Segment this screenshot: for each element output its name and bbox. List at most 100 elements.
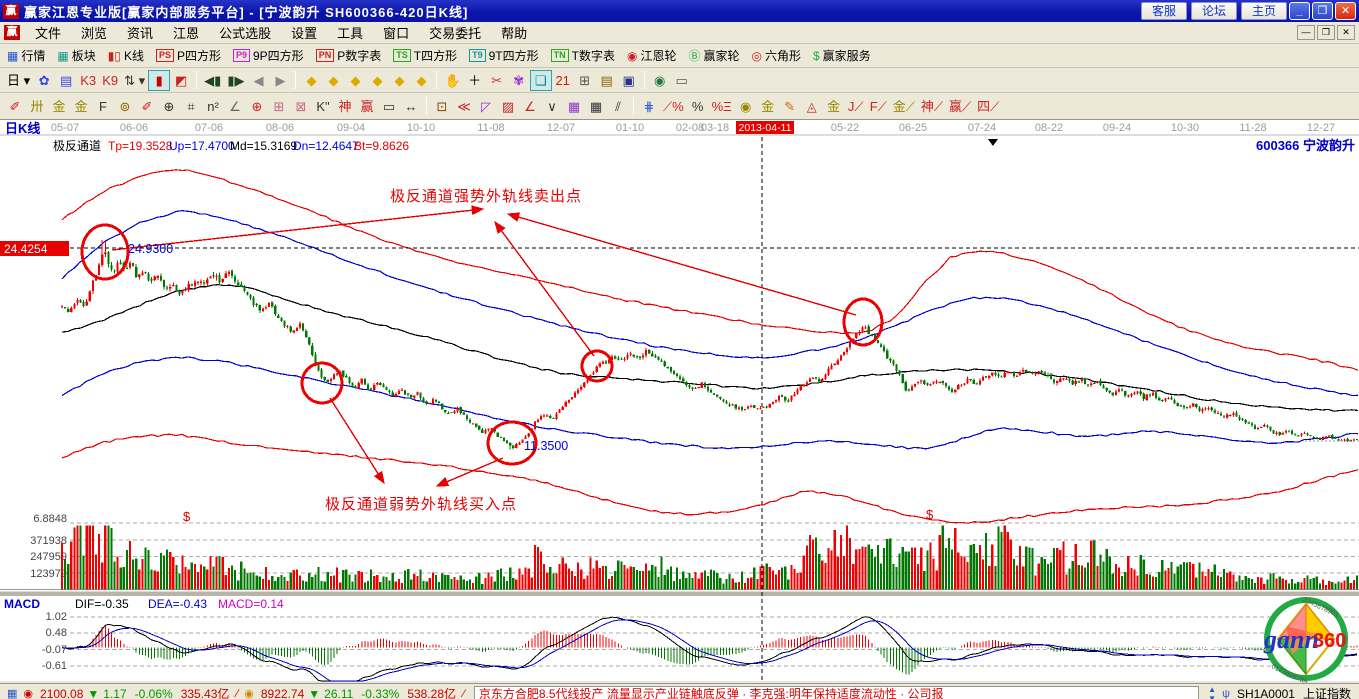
menu-item-3[interactable]: 江恩 xyxy=(173,26,200,41)
shen-slash-icon[interactable]: 神⟋ xyxy=(920,98,943,114)
first-page-icon[interactable]: ◀▮ xyxy=(204,72,222,88)
fan-lines-icon[interactable]: ≪ xyxy=(457,98,471,114)
forum-button[interactable]: 论坛 xyxy=(1190,2,1237,20)
gann-diamond-cross-icon[interactable]: ◆ xyxy=(416,72,427,88)
toolbar-item-kline[interactable]: ▮▯ K线 xyxy=(105,46,147,65)
grid-black-icon[interactable]: ▦ xyxy=(589,98,603,114)
ruler-icon[interactable]: ▭ xyxy=(382,98,396,114)
cut-tool-icon[interactable]: ✂ xyxy=(491,72,503,88)
symbol-label[interactable]: 600366 宁波韵升 xyxy=(1256,138,1355,153)
circle-cycle-icon[interactable]: ⊕ xyxy=(163,98,175,114)
period-label[interactable]: 日K线 xyxy=(5,121,40,136)
toolbar-item-winner-service[interactable]: $ 赢家服务 xyxy=(810,46,874,65)
statusbar-index-name[interactable]: 上证指数 xyxy=(1302,687,1351,699)
save-icon[interactable]: ▣ xyxy=(622,72,635,88)
kline-chart[interactable]: 日K线 05-07 06-06 07-06 08-06 09-04 10-10 11-08 12… xyxy=(0,120,1359,683)
percent-strike-icon[interactable]: ⟋% xyxy=(663,98,684,114)
menu-item-5[interactable]: 设置 xyxy=(291,26,318,41)
toolbar-item-9p-square[interactable]: P9 9P四方形 xyxy=(230,46,307,65)
menu-item-7[interactable]: 窗口 xyxy=(383,26,410,41)
gann-diamond-left-icon[interactable]: ◆ xyxy=(306,72,317,88)
homepage-button[interactable]: 主页 xyxy=(1240,2,1287,20)
gold-circle-icon[interactable]: ◉ xyxy=(740,98,752,114)
ying-fence-icon[interactable]: 赢 xyxy=(360,98,374,114)
child-minimize-button[interactable]: — xyxy=(1297,25,1315,40)
a-box-icon[interactable]: ◬ xyxy=(806,98,817,114)
ticker-spinner-icon[interactable]: ▲ ▼ xyxy=(1208,684,1217,699)
customer-service-button[interactable]: 客服 xyxy=(1140,2,1187,20)
f-slash-icon[interactable]: F⟋ xyxy=(869,98,887,114)
zigzag-icon[interactable]: ∨ xyxy=(547,98,557,114)
red-target-icon[interactable]: ⊕ xyxy=(251,98,263,114)
next-icon[interactable]: ▶ xyxy=(275,72,286,88)
toolbar-item-hexagon[interactable]: ◎ 六角形 xyxy=(748,46,804,65)
menu-item-1[interactable]: 浏览 xyxy=(81,26,108,41)
hand-tool-icon[interactable]: ✋ xyxy=(444,72,461,88)
gann-diamond-star-icon[interactable]: ◆ xyxy=(394,72,405,88)
angle-red-icon[interactable]: ∠ xyxy=(524,98,536,114)
candle-mode-icon[interactable]: ▮ xyxy=(148,69,171,91)
grid-box-icon[interactable]: ⊞ xyxy=(273,98,285,114)
menu-item-8[interactable]: 交易委托 xyxy=(429,26,482,41)
toolbar-item-t-square[interactable]: TS T四方形 xyxy=(390,46,460,65)
n2-icon[interactable]: n² xyxy=(207,98,219,114)
fan-box-icon[interactable]: ◸ xyxy=(481,98,491,114)
toolbar-item-quotes[interactable]: ▦ 行情 xyxy=(4,46,48,65)
menu-item-0[interactable]: 文件 xyxy=(35,26,62,41)
toolbar-item-p-square[interactable]: PS P四方形 xyxy=(153,46,224,65)
child-close-button[interactable]: ✕ xyxy=(1337,25,1355,40)
single-bar-dropdown[interactable]: ⇅ ▾ xyxy=(124,72,146,88)
print-icon[interactable]: ▭ xyxy=(675,72,688,88)
period-day-dropdown[interactable]: 日 ▾ xyxy=(7,72,31,88)
menu-item-2[interactable]: 资讯 xyxy=(127,26,154,41)
brush-tool-icon[interactable]: ✐ xyxy=(9,98,21,114)
menu-item-9[interactable]: 帮助 xyxy=(501,26,528,41)
gann-diamond-x-icon[interactable]: ◆ xyxy=(372,72,383,88)
calculator-icon[interactable]: ⊞ xyxy=(579,72,591,88)
spiral-icon[interactable]: ⊚ xyxy=(119,98,131,114)
gann-diamond-right-icon[interactable]: ◆ xyxy=(328,72,339,88)
favorite-icon[interactable]: ✿ xyxy=(38,72,50,88)
toolbar-item-sectors[interactable]: ▦ 板块 xyxy=(54,46,98,65)
statusbar-index-code[interactable]: SH1A0001 xyxy=(1236,686,1295,699)
j-slash-icon[interactable]: J⟋ xyxy=(847,98,864,114)
gold-grid-1-icon[interactable]: 金 xyxy=(52,98,66,114)
kline-9-icon[interactable]: K9 xyxy=(102,72,119,88)
ying-slash-icon[interactable]: 赢⟋ xyxy=(948,98,972,114)
net-save-icon[interactable]: ◉ xyxy=(654,72,666,88)
tick-chart-icon[interactable]: ◩ xyxy=(175,72,188,88)
event-marker-icon[interactable] xyxy=(988,139,998,146)
news-ticker[interactable]: 京东方合肥8.5代线投产 流量显示产业链触底反弹 · 李克强:明年保持适度流动性… xyxy=(473,685,1200,699)
chart-area[interactable]: 日K线 05-07 06-06 07-06 08-06 09-04 10-10 11-08 12… xyxy=(0,120,1359,683)
toolbar-item-gann-wheel[interactable]: ◉ 江恩轮 xyxy=(624,46,680,65)
gann-fence-icon[interactable]: 卅 xyxy=(30,98,44,114)
notes-icon[interactable]: ▤ xyxy=(600,72,613,88)
angle-icon[interactable]: ∠ xyxy=(229,98,241,114)
grid-purple-icon[interactable]: ▦ xyxy=(567,98,581,114)
gold-grid-2-icon[interactable]: 金 xyxy=(74,98,88,114)
menu-item-6[interactable]: 工具 xyxy=(337,26,364,41)
gold-slash-icon[interactable]: 金⟋ xyxy=(892,98,915,114)
red-brush-icon[interactable]: ✐ xyxy=(141,98,153,114)
minimize-button[interactable]: _ xyxy=(1289,2,1310,20)
gold-box-icon[interactable]: 金 xyxy=(827,98,841,114)
slashes-icon[interactable]: ⫽ xyxy=(615,98,621,114)
overlay-chart-icon[interactable]: ⋕ xyxy=(643,98,655,114)
last-page-icon[interactable]: ▮▶ xyxy=(227,72,245,88)
info-list-icon[interactable]: ▤ xyxy=(59,72,73,88)
grid-box2-icon[interactable]: ⊠ xyxy=(295,98,307,114)
si-slash-icon[interactable]: 四⟋ xyxy=(977,98,1000,114)
toolbar-item-p-table[interactable]: PN P数字表 xyxy=(313,46,385,65)
measure-tool-icon[interactable]: ✾ xyxy=(513,72,525,88)
crosshair-tool-icon[interactable]: ＋ xyxy=(468,72,482,88)
shen-fence-icon[interactable]: 神 xyxy=(338,98,352,114)
toolbar-item-t-table[interactable]: TN T数字表 xyxy=(548,46,618,65)
overlay-tool-icon[interactable]: ❏ xyxy=(529,69,552,91)
prev-icon[interactable]: ◀ xyxy=(253,72,264,88)
percent-icon[interactable]: % xyxy=(691,98,704,114)
toolbar-item-winner-wheel[interactable]: Ⓑ 赢家轮 xyxy=(685,46,742,65)
f-fence-icon[interactable]: F xyxy=(99,98,107,114)
close-button[interactable]: ✕ xyxy=(1335,2,1356,20)
quote-grid-icon[interactable]: ▦ xyxy=(7,688,18,699)
width-arrow-icon[interactable]: ↔ xyxy=(404,98,418,114)
